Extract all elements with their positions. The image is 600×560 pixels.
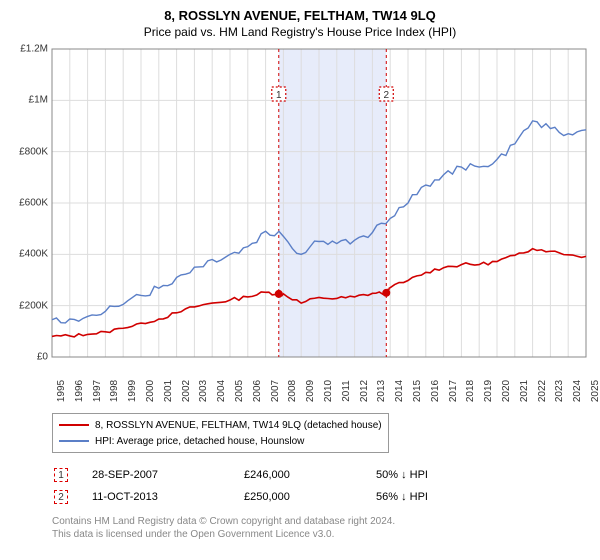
page-subtitle: Price paid vs. HM Land Registry's House … [10, 25, 590, 39]
legend-label-property: 8, ROSSLYN AVENUE, FELTHAM, TW14 9LQ (de… [95, 420, 382, 431]
x-axis-label: 2000 [145, 380, 156, 402]
legend-label-hpi: HPI: Average price, detached house, Houn… [95, 436, 304, 447]
x-axis-label: 2006 [252, 380, 263, 402]
sale-marker-num: 1 [276, 90, 282, 101]
sale-hpi: 56% ↓ HPI [376, 487, 476, 507]
x-axis-label: 2013 [376, 380, 387, 402]
x-axis-label: 2014 [394, 380, 405, 402]
sale-date: 11-OCT-2013 [92, 487, 242, 507]
y-axis-label: £800K [10, 146, 48, 157]
sale-date: 28-SEP-2007 [92, 465, 242, 485]
x-axis-label: 2002 [181, 380, 192, 402]
y-axis-label: £400K [10, 249, 48, 260]
sale-hpi: 50% ↓ HPI [376, 465, 476, 485]
x-axis-label: 1996 [74, 380, 85, 402]
sale-price: £246,000 [244, 465, 374, 485]
page-title: 8, ROSSLYN AVENUE, FELTHAM, TW14 9LQ [10, 8, 590, 23]
data-marker [275, 290, 283, 298]
table-row: 2 11-OCT-2013£250,00056% ↓ HPI [54, 487, 476, 507]
x-axis-label: 2025 [590, 380, 600, 402]
data-marker [382, 289, 390, 297]
y-axis-label: £1M [10, 95, 48, 106]
x-axis-label: 2024 [572, 380, 583, 402]
chart: 12 £0£200K£400K£600K£800K£1M£1.2M1995199… [10, 45, 590, 405]
legend-swatch-hpi [59, 440, 89, 442]
legend-swatch-property [59, 424, 89, 426]
footer-line2: This data is licensed under the Open Gov… [52, 528, 590, 541]
x-axis-label: 1999 [127, 380, 138, 402]
chart-svg: 12 [10, 45, 590, 405]
x-axis-label: 2005 [234, 380, 245, 402]
footer: Contains HM Land Registry data © Crown c… [52, 515, 590, 541]
table-row: 1 28-SEP-2007£246,00050% ↓ HPI [54, 465, 476, 485]
x-axis-label: 2017 [448, 380, 459, 402]
y-axis-label: £0 [10, 352, 48, 363]
x-axis-label: 2023 [554, 380, 565, 402]
x-axis-label: 2016 [430, 380, 441, 402]
x-axis-label: 2021 [519, 380, 530, 402]
x-axis-label: 2010 [323, 380, 334, 402]
x-axis-label: 2019 [483, 380, 494, 402]
x-axis-label: 2011 [341, 380, 352, 402]
sales-table: 1 28-SEP-2007£246,00050% ↓ HPI 2 11-OCT-201… [52, 463, 478, 509]
sale-marker-num: 2 [384, 90, 390, 101]
x-axis-label: 2003 [198, 380, 209, 402]
legend: 8, ROSSLYN AVENUE, FELTHAM, TW14 9LQ (de… [52, 413, 389, 453]
x-axis-label: 2020 [501, 380, 512, 402]
x-axis-label: 2022 [537, 380, 548, 402]
footer-line1: Contains HM Land Registry data © Crown c… [52, 515, 590, 528]
x-axis-label: 2015 [412, 380, 423, 402]
y-axis-label: £1.2M [10, 44, 48, 55]
sale-marker-icon: 2 [54, 490, 68, 504]
x-axis-label: 2004 [216, 380, 227, 402]
x-axis-label: 2008 [287, 380, 298, 402]
sale-price: £250,000 [244, 487, 374, 507]
x-axis-label: 1997 [92, 380, 103, 402]
x-axis-label: 1998 [109, 380, 120, 402]
x-axis-label: 2009 [305, 380, 316, 402]
x-axis-label: 2018 [465, 380, 476, 402]
sale-marker-icon: 1 [54, 468, 68, 482]
x-axis-label: 2012 [359, 380, 370, 402]
x-axis-label: 1995 [56, 380, 67, 402]
y-axis-label: £200K [10, 300, 48, 311]
x-axis-label: 2001 [163, 380, 174, 402]
y-axis-label: £600K [10, 198, 48, 209]
x-axis-label: 2007 [270, 380, 281, 402]
